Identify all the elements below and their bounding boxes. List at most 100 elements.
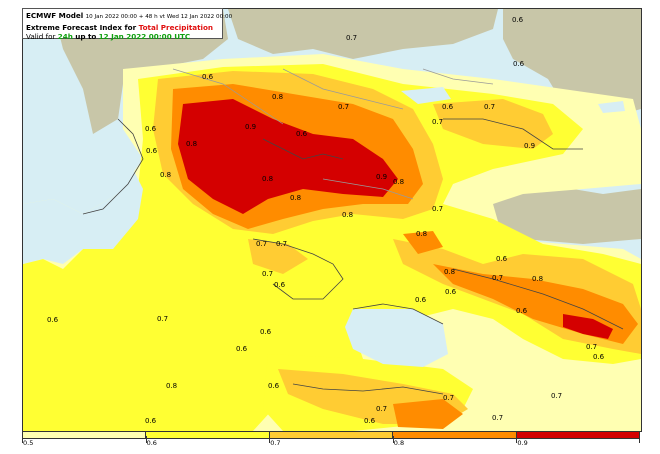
valid-date: 12 Jan 2022 00:00 UTC bbox=[98, 32, 191, 41]
contour-label: 0.8 bbox=[444, 268, 456, 276]
contour-label: 0.7 bbox=[256, 240, 268, 248]
contour-label: 0.8 bbox=[290, 194, 302, 202]
title-prefix: Extreme Forecast Index for bbox=[26, 22, 137, 32]
aegean-sea bbox=[345, 309, 448, 367]
contour-label: 0.6 bbox=[296, 130, 308, 138]
colorbar-tick-label: 0.8 bbox=[393, 439, 405, 447]
contour-label: 0.7 bbox=[262, 270, 274, 278]
efi-map bbox=[23, 9, 641, 431]
contour-label: 0.6 bbox=[268, 382, 280, 390]
efi-09-east-area bbox=[563, 314, 613, 339]
coast-greece bbox=[252, 238, 344, 300]
contour-label: 0.8 bbox=[186, 140, 198, 148]
sea-areas bbox=[23, 87, 625, 367]
contour-label: 0.6 bbox=[513, 60, 525, 68]
contour-label: 0.8 bbox=[393, 178, 405, 186]
contour-label: 0.7 bbox=[432, 118, 444, 126]
coast-aegean-north bbox=[352, 303, 444, 325]
colorbar-tick-mark bbox=[145, 436, 147, 443]
title-line-2: Extreme Forecast Index for Total Precipi… bbox=[26, 23, 222, 33]
contour-label: 0.6 bbox=[145, 417, 157, 425]
contour-label: 0.8 bbox=[532, 275, 544, 283]
contour-label: 0.6 bbox=[445, 288, 457, 296]
title-line-3: Valid for 24h up to 12 Jan 2022 00:00 UT… bbox=[26, 32, 222, 42]
contour-label: 0.8 bbox=[272, 93, 284, 101]
contour-label: 0.7 bbox=[443, 394, 455, 402]
colorbar-tick-label: 0.7 bbox=[270, 439, 281, 447]
contour-label: 0.8 bbox=[262, 175, 274, 183]
colorbar-tick-mark bbox=[269, 436, 271, 443]
contour-label: 0.6 bbox=[496, 255, 508, 263]
run-info: 10 Jan 2022 00:00 + 48 h vt Wed 12 Jan 2… bbox=[85, 14, 233, 20]
border-2 bbox=[282, 68, 404, 110]
coast-turkey-south bbox=[452, 268, 624, 330]
map-area bbox=[22, 8, 642, 432]
contour-label: 0.6 bbox=[145, 125, 157, 133]
lake-2 bbox=[598, 101, 625, 113]
contour-label: 0.7 bbox=[376, 405, 388, 413]
land-north-east bbox=[503, 9, 641, 119]
contour-label: 0.8 bbox=[342, 211, 354, 219]
contour-label: 0.8 bbox=[160, 171, 172, 179]
contour-label: 0.9 bbox=[376, 173, 388, 181]
coast-adriatic bbox=[82, 118, 144, 215]
contour-label: 0.6 bbox=[236, 345, 248, 353]
contour-label: 0.7 bbox=[432, 205, 444, 213]
coast-interior bbox=[262, 138, 344, 160]
contour-label: 0.7 bbox=[492, 274, 504, 282]
title-line-1: ECMWF Model 10 Jan 2022 00:00 + 48 h vt … bbox=[26, 11, 232, 23]
border-3 bbox=[322, 178, 414, 200]
contour-label: 0.6 bbox=[274, 281, 286, 289]
contour-label: 0.7 bbox=[157, 315, 169, 323]
contour-label: 0.8 bbox=[416, 230, 428, 238]
contour-label: 0.6 bbox=[364, 417, 376, 425]
contour-label: 0.7 bbox=[492, 414, 504, 422]
contour-label: 0.8 bbox=[166, 382, 178, 390]
colorbar-tick-label: 0.6 bbox=[146, 439, 157, 447]
contour-label: 0.7 bbox=[551, 392, 563, 400]
coast-crete bbox=[292, 383, 444, 395]
contour-label: 0.6 bbox=[260, 328, 272, 336]
contour-label: 0.9 bbox=[524, 142, 536, 150]
title-variable: Total Precipitation bbox=[138, 22, 214, 32]
land-areas bbox=[53, 9, 641, 299]
contour-label: 0.7 bbox=[276, 240, 288, 248]
colorbar-seg-09 bbox=[516, 432, 640, 438]
colorbar-seg-05 bbox=[23, 432, 147, 438]
map-title-box: ECMWF Model 10 Jan 2022 00:00 + 48 h vt … bbox=[22, 8, 232, 42]
coast-black-sea bbox=[443, 118, 583, 150]
contour-label: 0.7 bbox=[338, 103, 350, 111]
contour-label: 0.6 bbox=[442, 103, 454, 111]
colorbar-tick-label: 0.9 bbox=[517, 439, 528, 447]
border-4 bbox=[422, 68, 494, 85]
contour-label: 0.7 bbox=[484, 103, 496, 111]
land-east bbox=[473, 184, 641, 244]
valid-mid: up to bbox=[75, 32, 97, 41]
contour-label: 0.7 bbox=[586, 343, 598, 351]
colorbar-seg-07 bbox=[269, 432, 394, 438]
model-name: ECMWF Model bbox=[26, 11, 84, 20]
contour-label: 0.6 bbox=[593, 353, 605, 361]
adriatic-sea bbox=[23, 169, 143, 264]
efi-07-ne-area bbox=[433, 99, 553, 149]
efi-08-small-area bbox=[403, 231, 443, 254]
efi-shading bbox=[23, 54, 641, 431]
contour-label: 0.6 bbox=[47, 316, 59, 324]
valid-prefix: Valid for bbox=[26, 32, 56, 41]
colorbar-tick-mark bbox=[392, 436, 394, 443]
contour-label: 0.7 bbox=[346, 34, 358, 42]
colorbar-tick-label: 0.5 bbox=[23, 439, 34, 447]
valid-period: 24h bbox=[57, 32, 73, 41]
contour-label: 0.6 bbox=[202, 73, 214, 81]
lake-1 bbox=[401, 87, 451, 104]
coastlines bbox=[82, 118, 624, 395]
colorbar-tick-mark bbox=[639, 436, 640, 443]
colorbar-seg-08 bbox=[393, 432, 517, 438]
contour-label: 0.9 bbox=[245, 123, 257, 131]
border-1 bbox=[172, 68, 284, 125]
colorbar-tick-mark bbox=[516, 436, 518, 443]
contour-label: 0.6 bbox=[516, 307, 528, 315]
borders bbox=[172, 68, 494, 200]
colorbar-tick-mark bbox=[22, 436, 23, 443]
efi-08-south-area bbox=[393, 399, 463, 429]
